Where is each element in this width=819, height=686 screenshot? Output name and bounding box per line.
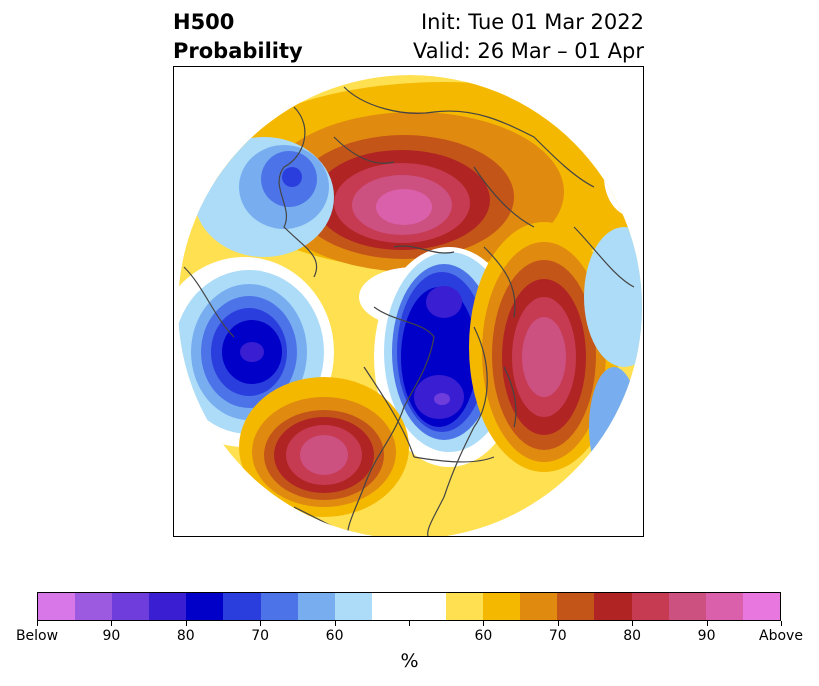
colorbar-segment (186, 593, 224, 620)
colorbar-tick-label: Below (15, 628, 59, 644)
colorbar-tick-mark (409, 621, 410, 626)
probability-contours (178, 75, 642, 536)
colorbar-tick-mark (557, 621, 559, 626)
colorbar-unit: % (400, 650, 419, 672)
colorbar-tick-label: 80 (623, 628, 642, 644)
coastlines (183, 86, 635, 536)
colorbar-segment (483, 593, 521, 620)
colorbar-tick-label: 70 (548, 628, 567, 644)
colorbar-tick-mark (111, 621, 113, 626)
title-line-2: Probability (173, 39, 303, 63)
colorbar-segment (446, 593, 484, 620)
colorbar-segment (223, 593, 261, 620)
colorbar-segment (297, 593, 335, 620)
colorbar-tick-mark (185, 621, 187, 626)
colorbar-tick-label: Above (759, 628, 803, 644)
colorbar-tick-mark (781, 621, 782, 626)
colorbar-tick-mark (706, 621, 708, 626)
colorbar-segment (520, 593, 558, 620)
colorbar-tick-label: 70 (251, 628, 270, 644)
colorbar-segment (38, 593, 76, 620)
colorbar-tick-label: 60 (474, 628, 493, 644)
colorbar-tick-mark (632, 621, 634, 626)
colorbar-tick-label: 90 (102, 628, 121, 644)
colorbar-tick-mark (334, 621, 336, 626)
colorbar-segment (75, 593, 113, 620)
colorbar-segment (408, 593, 447, 620)
colorbar-segment (112, 593, 150, 620)
colorbar-tick-mark (483, 621, 485, 626)
colorbar-segment (260, 593, 298, 620)
colorbar (37, 592, 781, 621)
colorbar-segment (742, 593, 780, 620)
colorbar-segment (594, 593, 632, 620)
colorbar-tick-label: 60 (325, 628, 344, 644)
colorbar-tick-mark (37, 621, 38, 626)
chart-title: H500 Probability (173, 8, 303, 66)
colorbar-tick-label: 80 (176, 628, 195, 644)
init-date: Init: Tue 01 Mar 2022 (420, 10, 644, 34)
colorbar-segment (557, 593, 595, 620)
colorbar-segment (631, 593, 669, 620)
colorbar-segment (705, 593, 743, 620)
colorbar-segment (334, 593, 372, 620)
colorbar-tick-label: 90 (697, 628, 716, 644)
valid-range: Valid: 26 Mar – 01 Apr (413, 39, 644, 63)
colorbar-segment (149, 593, 187, 620)
colorbar-segment (371, 593, 409, 620)
map-canvas (178, 75, 642, 536)
colorbar-tick-mark (260, 621, 262, 626)
chart-subtitle: Init: Tue 01 Mar 2022 Valid: 26 Mar – 01… (413, 8, 644, 66)
title-line-1: H500 (173, 10, 235, 34)
colorbar-segment (668, 593, 706, 620)
probability-map (173, 66, 644, 537)
